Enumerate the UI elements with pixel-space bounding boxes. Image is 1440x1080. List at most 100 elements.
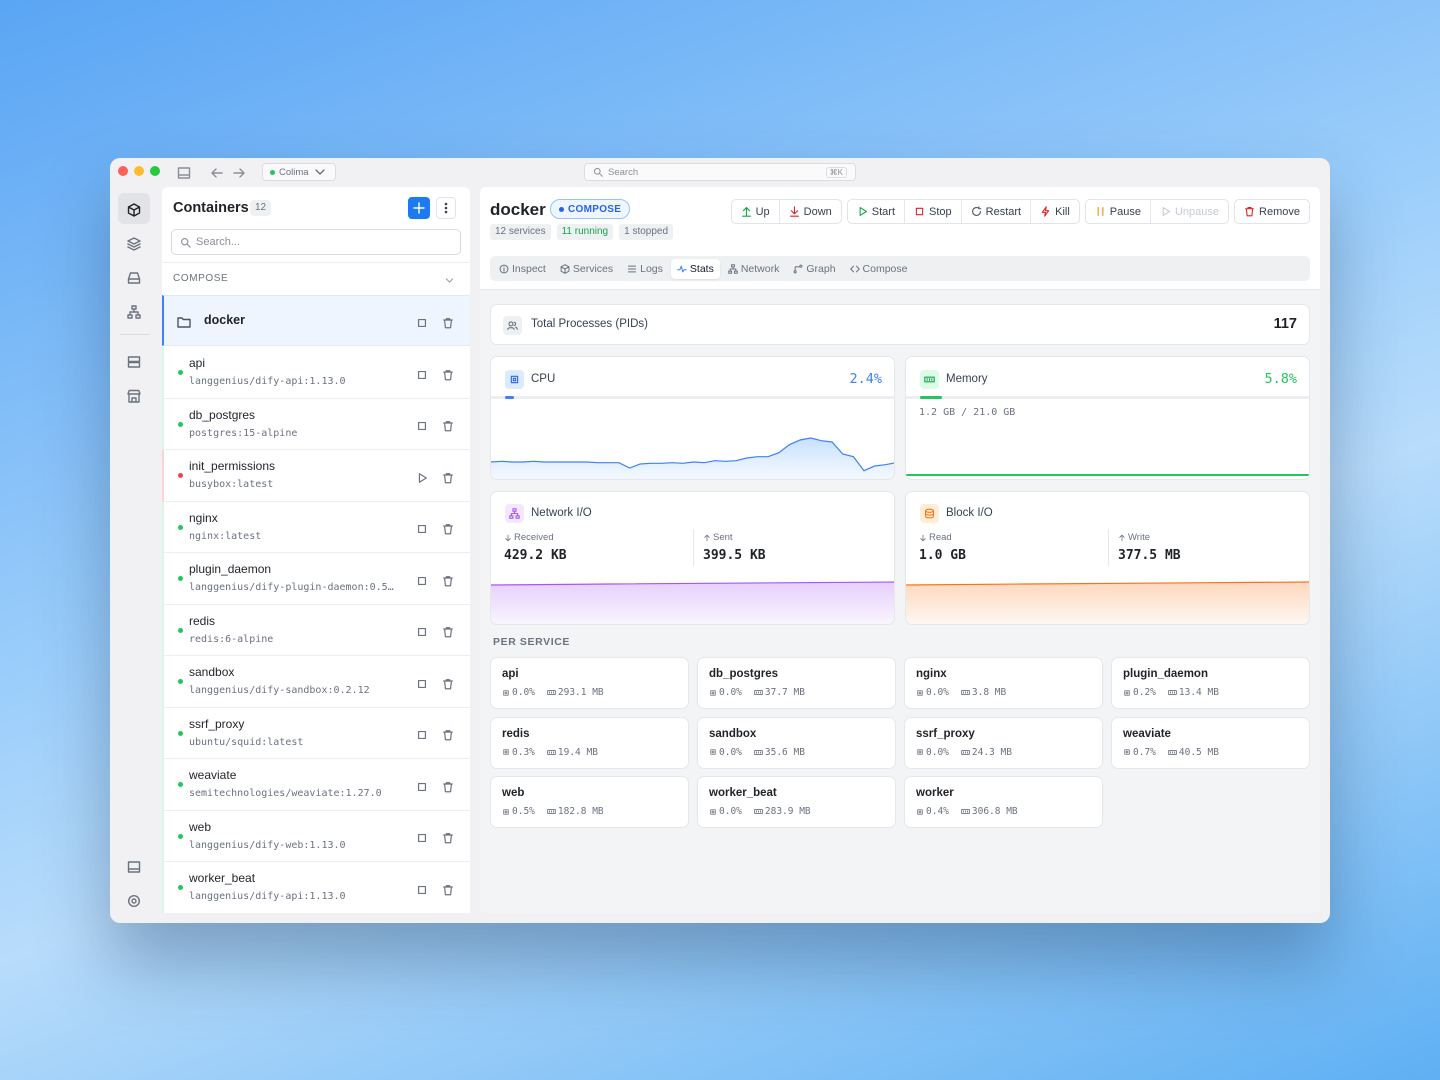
add-button[interactable]	[408, 197, 430, 219]
more-button[interactable]	[436, 197, 456, 219]
icon	[1124, 689, 1130, 696]
icon-path	[186, 243, 191, 248]
service-card[interactable]: redis 0.3% 19.4 MB	[490, 716, 689, 769]
service-card[interactable]: sandbox 0.0% 35.6 MB	[697, 716, 896, 769]
service-card[interactable]: weaviate 0.7% 40.5 MB	[1111, 716, 1310, 769]
stop-button[interactable]	[416, 778, 428, 796]
back-button[interactable]	[210, 164, 224, 182]
container-row[interactable]: redis redis:6-alpine	[162, 604, 470, 656]
minimize-button[interactable]	[134, 166, 144, 176]
icon	[710, 749, 716, 755]
stop-button[interactable]	[416, 624, 428, 642]
collapse-chevron[interactable]	[444, 272, 455, 290]
service-card[interactable]: worker 0.4% 306.8 MB	[904, 776, 1103, 828]
icon	[925, 508, 934, 519]
delete-button[interactable]	[442, 830, 454, 848]
delete-button[interactable]	[442, 521, 454, 539]
service-card[interactable]: api 0.0% 293.1 MB	[490, 657, 689, 709]
zoom-button[interactable]	[150, 166, 160, 176]
container-row[interactable]: weaviate semitechnologies/weaviate:1.27.…	[162, 759, 470, 811]
global-search[interactable]: Search ⌘K	[584, 163, 856, 181]
delete-button[interactable]	[442, 727, 454, 745]
containers-nav[interactable]	[127, 201, 141, 219]
action-button[interactable]: Stop	[905, 200, 962, 223]
container-row[interactable]: nginx nginx:latest	[162, 501, 470, 553]
machines-nav[interactable]	[127, 353, 141, 371]
tab[interactable]: Logs	[621, 259, 669, 279]
tab[interactable]: Graph	[787, 259, 841, 279]
tab[interactable]: Compose	[844, 259, 914, 279]
container-row[interactable]: ssrf_proxy ubuntu/squid:latest	[162, 707, 470, 759]
action-button[interactable]: Unpause	[1151, 200, 1228, 223]
container-row[interactable]: web langgenius/dify-web:1.13.0	[162, 810, 470, 862]
action-button[interactable]: Remove	[1235, 200, 1309, 223]
settings-nav[interactable]	[127, 892, 141, 910]
action-button[interactable]: Pause	[1086, 200, 1151, 223]
search-placeholder: Search	[608, 166, 639, 178]
panel-nav[interactable]	[127, 858, 141, 876]
close-button[interactable]	[118, 166, 128, 176]
tab[interactable]: Inspect	[493, 259, 552, 279]
delete-button[interactable]	[442, 418, 454, 436]
delete-button[interactable]	[442, 778, 454, 796]
action-button[interactable]: Up	[732, 200, 780, 223]
action-button[interactable]: Down	[780, 200, 841, 223]
forward-button[interactable]	[232, 164, 246, 182]
container-row[interactable]: worker_beat langgenius/dify-api:1.13.0	[162, 862, 470, 913]
delete-button[interactable]	[442, 469, 454, 487]
service-card[interactable]: worker_beat 0.0% 283.9 MB	[697, 776, 896, 828]
action-button[interactable]: Restart	[962, 200, 1032, 223]
networks-nav[interactable]	[127, 303, 141, 321]
action-bar: Up Down Start Stop Restart Kill Pause Unpause Re…	[730, 199, 1310, 224]
delete-button[interactable]	[442, 572, 454, 590]
stop-button[interactable]	[416, 830, 428, 848]
stop-button[interactable]	[416, 727, 428, 745]
delete-button[interactable]	[442, 881, 454, 899]
service-card[interactable]: ssrf_proxy 0.0% 24.3 MB	[904, 716, 1103, 769]
stop-button[interactable]	[416, 881, 428, 899]
stop-button[interactable]	[416, 675, 428, 693]
context-picker[interactable]: Colima	[262, 163, 336, 181]
icon	[443, 317, 453, 329]
images-nav[interactable]	[127, 235, 141, 253]
delete-button[interactable]	[442, 675, 454, 693]
stop-button[interactable]	[416, 366, 428, 384]
action-button[interactable]: Kill	[1031, 200, 1079, 223]
container-row[interactable]: db_postgres postgres:15-alpine	[162, 398, 470, 450]
sidebar-toggle[interactable]	[177, 164, 191, 182]
icon	[443, 575, 453, 587]
container-row[interactable]: init_permissions busybox:latest	[162, 450, 470, 502]
compose-group-row[interactable]: docker	[162, 295, 470, 346]
icon	[443, 369, 453, 381]
cpu-icon	[505, 370, 524, 389]
delete-button[interactable]	[442, 366, 454, 384]
service-card[interactable]: db_postgres 0.0% 37.7 MB	[697, 657, 896, 709]
delete-button[interactable]	[442, 624, 454, 642]
delete-button[interactable]	[442, 314, 454, 332]
icon	[1124, 749, 1130, 755]
stop-button[interactable]	[416, 521, 428, 539]
stop-button[interactable]	[416, 418, 428, 436]
tab-label: Stats	[689, 262, 714, 275]
container-row[interactable]: plugin_daemon langgenius/dify-plugin-dae…	[162, 553, 470, 605]
tab[interactable]: Stats	[670, 258, 720, 279]
tab[interactable]: Network	[722, 259, 786, 279]
tab[interactable]: Services	[554, 259, 619, 279]
service-card[interactable]: nginx 0.0% 3.8 MB	[904, 657, 1103, 709]
volumes-nav[interactable]	[127, 269, 141, 287]
start-button[interactable]	[416, 469, 428, 487]
service-name: api	[502, 668, 519, 680]
service-name: plugin_daemon	[1123, 668, 1208, 680]
container-search[interactable]: Search...	[171, 229, 461, 255]
container-row[interactable]: sandbox langgenius/dify-sandbox:0.2.12	[162, 656, 470, 708]
container-row[interactable]: api langgenius/dify-api:1.13.0	[162, 347, 470, 399]
action-button[interactable]: Start	[848, 200, 905, 223]
stop-button[interactable]	[416, 314, 428, 332]
service-memory: 40.5 MB	[1178, 746, 1219, 758]
registry-nav[interactable]	[127, 387, 141, 405]
service-card[interactable]: web 0.5% 182.8 MB	[490, 776, 689, 828]
service-stats: 0.0% 35.6 MB	[709, 747, 805, 758]
service-cpu: 0.4%	[926, 806, 949, 817]
service-card[interactable]: plugin_daemon 0.2% 13.4 MB	[1111, 657, 1310, 709]
stop-button[interactable]	[416, 572, 428, 590]
